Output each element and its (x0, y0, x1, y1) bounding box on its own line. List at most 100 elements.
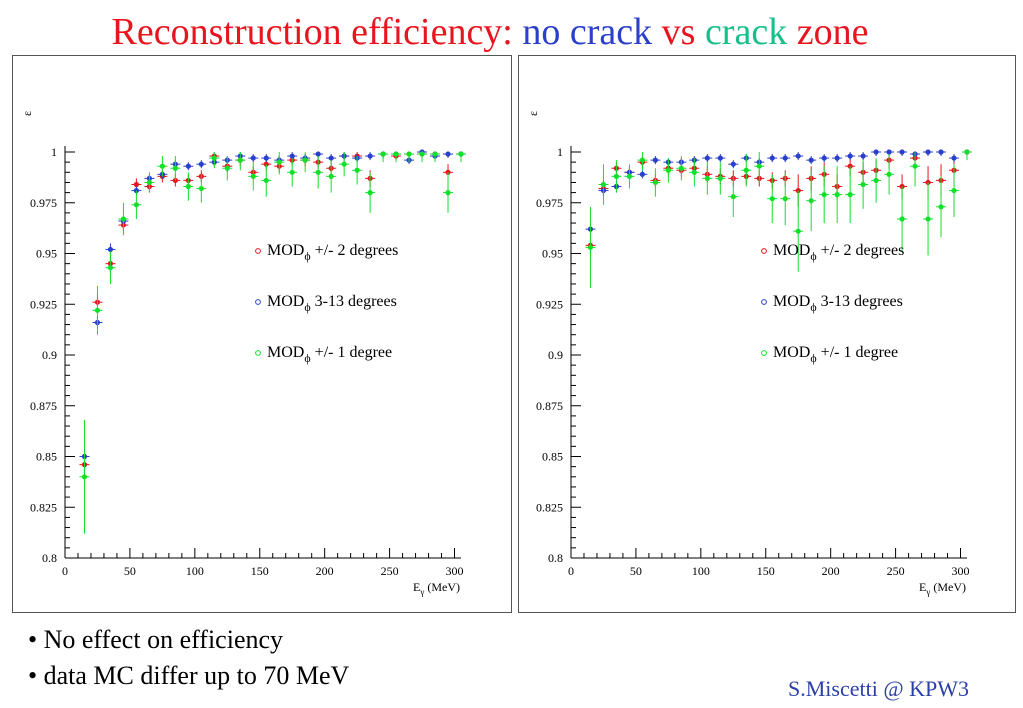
chart-0-series-2-point (406, 151, 412, 157)
title-part-4: crack (704, 11, 788, 53)
chart-1-series-1-point (782, 155, 788, 161)
chart-0-series-2-point (211, 155, 217, 161)
chart-0-series-0-point (133, 181, 140, 188)
chart-0-series-2-point (81, 474, 88, 480)
chart-0-series-1-point (185, 163, 191, 169)
chart-0-series-1-point (198, 161, 204, 167)
chart-0-series-2-point (302, 157, 308, 163)
chart-0-series-0-point (263, 161, 269, 167)
chart-0-series-2-point (159, 163, 165, 169)
chart-1-series-1-point (717, 155, 723, 161)
chart-1-series-1-point (886, 149, 892, 155)
chart-0-legend-entry-2: MODϕ +/- 1 degree (267, 344, 392, 365)
chart-0-series-2-point (172, 165, 178, 171)
chart-1-series-1-point (795, 153, 801, 159)
chart-0-y-axis-label: ε (20, 111, 34, 116)
chart-1-x-tick-label: 250 (887, 564, 905, 578)
chart-0-legend-entry-0: MODϕ +/- 2 degrees (267, 242, 398, 263)
chart-0-series-2-point (432, 151, 438, 157)
chart-0-x-tick-label: 300 (446, 564, 464, 578)
chart-1-y-tick-label: 0.85 (542, 450, 563, 464)
chart-0-series-2-point (393, 151, 399, 157)
chart-0-x-axis-label: Eγ (MeV) (413, 580, 460, 597)
chart-1-series-2-point (730, 194, 736, 200)
chart-1-legend-marker-2 (761, 350, 767, 356)
chart-0-series-2-point (224, 165, 230, 171)
chart-1-y-tick-label: 0.975 (536, 196, 563, 210)
chart-0-series-2-point (458, 151, 464, 157)
chart-0-series-2-point (94, 307, 101, 313)
chart-1-x-tick-label: 100 (692, 564, 710, 578)
chart-0-series-2-point (133, 202, 140, 208)
chart-1-legend-marker-1 (761, 299, 767, 305)
title-part-3: vs (652, 11, 705, 53)
chart-1-series-1-point (639, 171, 646, 177)
chart-1-series-2-point (704, 175, 710, 181)
chart-0-series-1-point (445, 151, 451, 157)
chart-0-series-2-point (185, 183, 191, 190)
chart-1-series-2 (585, 149, 972, 289)
chart-1-series-2-point (587, 244, 594, 251)
chart-1-series-2-point (626, 173, 633, 179)
plot-panel-crack: 0.8 0.825 0.85 0.875 0.9 0.925 0.95 0.975 1 0 50 10… (518, 55, 1016, 613)
chart-0-y-tick-label: 0.9 (42, 348, 57, 362)
chart-0-legend-marker-1 (255, 299, 261, 305)
chart-1-series-2-point (938, 204, 944, 210)
chart-1-series-2-point (600, 181, 607, 188)
chart-0-series-1-point (289, 153, 295, 159)
chart-1-series-1-point (938, 149, 944, 155)
chart-0-x-tick-label: 0 (62, 564, 68, 578)
chart-1-y-tick-label: 0.8 (548, 551, 563, 565)
chart-0-series-1-point (107, 246, 114, 253)
chart-1-y-tick-label: 0.925 (536, 297, 563, 311)
chart-1-series-2-point (678, 165, 684, 171)
chart-1-series-2-point (873, 177, 879, 184)
chart-1-series-2-point (912, 163, 918, 169)
chart-0-series-2-point (354, 167, 360, 173)
chart-0-series-2-point (276, 159, 282, 165)
chart-0-series-1-point (328, 155, 334, 161)
chart-1-legend-entry-0: MODϕ +/- 2 degrees (773, 242, 904, 263)
chart-0-series-2-point (289, 169, 295, 175)
chart-0-series-1-point (263, 155, 269, 161)
chart-1-series-2-point (743, 167, 749, 173)
chart-0-series-2-point (445, 190, 451, 196)
chart-1-x-tick-label: 150 (757, 564, 775, 578)
bullet-list: • No effect on efficiency • data MC diff… (28, 622, 349, 694)
chart-1-x-tick-label: 0 (568, 564, 574, 578)
chart-0-x-tick-label: 100 (186, 564, 204, 578)
bullet-item-2: • data MC differ up to 70 MeV (28, 661, 350, 690)
chart-0-x-tick-label: 250 (381, 564, 399, 578)
chart-1-y-axis-label: ε (526, 111, 540, 116)
chart-1-x-tick-label: 300 (952, 564, 970, 578)
chart-1-series-2-point (691, 169, 697, 175)
chart-0-y-tick-label: 0.925 (30, 297, 57, 311)
chart-0-series-0 (79, 151, 466, 473)
chart-1-series-1-point (704, 155, 710, 161)
chart-0-y-tick-label: 0.85 (36, 450, 57, 464)
chart-1-series-1-point (873, 149, 879, 155)
chart-1-series-2-point (639, 157, 646, 163)
chart-0-series-2-point (146, 179, 152, 186)
chart-1-series-2-point (951, 187, 957, 194)
chart-1-series-2-point (756, 163, 762, 169)
chart-1-series-2-point (795, 228, 801, 234)
chart-1-y-tick-label: 0.875 (536, 399, 563, 413)
chart-0-series-2-point (237, 157, 243, 163)
chart-1-y-tick-label: 0.825 (536, 500, 563, 514)
chart-1-series-2-point (899, 216, 905, 222)
chart-0-series-2-point (341, 161, 347, 167)
chart-0-series-2-point (198, 185, 204, 192)
chart-0-legend-marker-0 (255, 248, 261, 254)
chart-0-y-tick-label: 0.825 (30, 500, 57, 514)
chart-0-x-tick-label: 50 (124, 564, 136, 578)
chart-1-series-1-point (769, 155, 775, 161)
chart-1-series-1-point (821, 155, 827, 161)
chart-1-y-tick-label: 1 (557, 145, 563, 159)
chart-0-series-2-point (315, 169, 321, 175)
chart-1-series-1-point (925, 149, 931, 155)
chart-0-x-tick-label: 150 (251, 564, 269, 578)
chart-1-series-2-point (652, 179, 658, 186)
chart-1-series-0-point (847, 163, 853, 169)
chart-0-series-2-point (107, 265, 114, 271)
